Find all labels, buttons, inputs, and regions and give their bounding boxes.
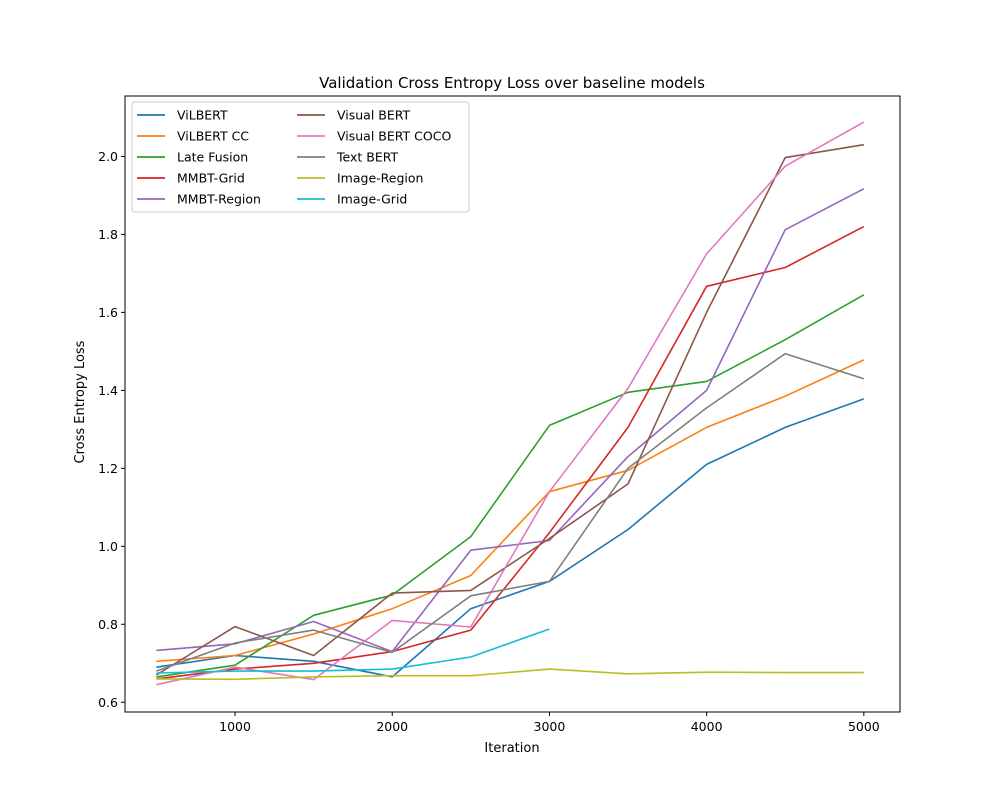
legend-label-3: MMBT-Grid [177, 171, 245, 186]
legend-label-4: MMBT-Region [177, 192, 261, 207]
x-tick-label-0: 1000 [219, 719, 251, 734]
x-tick-label-4: 5000 [848, 719, 880, 734]
legend-label-9: Image-Grid [337, 192, 407, 207]
y-tick-label-5: 1.6 [98, 305, 118, 320]
series-line-8 [156, 668, 864, 681]
chart-title: Validation Cross Entropy Loss over basel… [319, 74, 705, 92]
series-line-6 [156, 121, 865, 686]
y-axis-label: Cross Entropy Loss [73, 340, 88, 463]
y-tick-label-6: 1.8 [98, 227, 118, 242]
legend: ViLBERT ViLBERT CC Late Fusion MMBT-Grid MMB… [131, 101, 470, 213]
series-line-4 [156, 188, 865, 653]
y-tick-label-2: 1.0 [98, 539, 118, 554]
x-tick-label-2: 3000 [534, 719, 566, 734]
series-line-3 [156, 225, 865, 680]
legend-label-8: Image-Region [337, 171, 423, 186]
x-axis-label: Iteration [484, 741, 539, 756]
series-line-9 [156, 628, 550, 674]
legend-label-7: Text BERT [336, 150, 399, 165]
y-tick-label-3: 1.2 [98, 461, 118, 476]
legend-label-0: ViLBERT [177, 108, 228, 123]
y-tick-label-0: 0.6 [98, 695, 118, 710]
series-line-7 [156, 352, 865, 672]
legend-label-1: ViLBERT CC [177, 129, 249, 144]
series-layer [155, 121, 865, 686]
legend-label-2: Late Fusion [177, 150, 248, 165]
y-tick-label-7: 2.0 [98, 149, 118, 164]
y-tick-label-1: 0.8 [98, 617, 118, 632]
series-line-0 [156, 398, 865, 678]
series-line-5 [155, 143, 864, 676]
series-line-1 [156, 359, 865, 663]
x-tick-label-1: 2000 [376, 719, 408, 734]
legend-label-6: Visual BERT COCO [337, 129, 451, 144]
y-tick-label-4: 1.4 [98, 383, 118, 398]
x-axis: 1000 2000 3000 4000 5000 [219, 712, 880, 734]
y-axis: 0.6 0.8 1.0 1.2 1.4 1.6 1.8 2.0 [98, 149, 125, 710]
x-tick-label-3: 4000 [691, 719, 723, 734]
legend-label-5: Visual BERT [337, 108, 411, 123]
